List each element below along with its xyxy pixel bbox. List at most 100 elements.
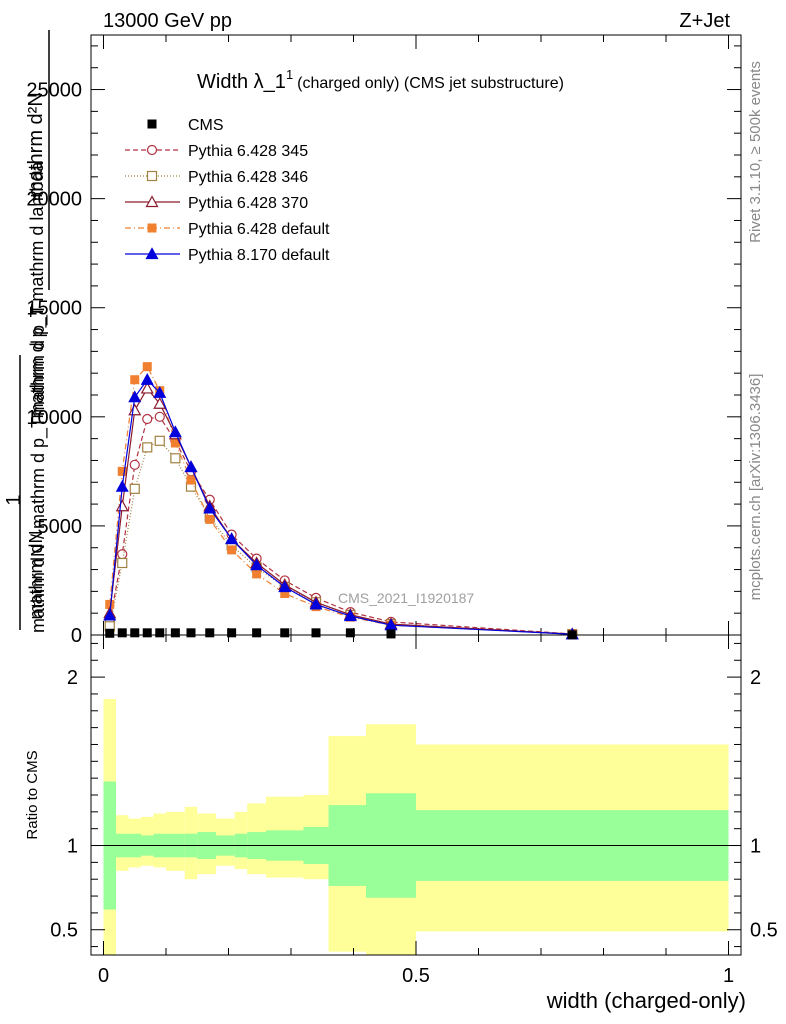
data-point: [117, 466, 127, 476]
x-tick-label: 0.5: [402, 965, 430, 987]
data-point: [115, 479, 129, 492]
ylabel-frac-den: mathrm d p_T mathrm d lambda: [27, 161, 48, 419]
data-point: [168, 425, 182, 438]
data-point: [280, 589, 290, 599]
data-point: [140, 372, 154, 385]
data-point: [128, 390, 142, 403]
series-0: [105, 628, 577, 640]
legend-entry: Pythia 6.428 default: [125, 221, 330, 238]
y-tick-label: 0: [71, 625, 82, 647]
data-point: [309, 597, 323, 610]
data-point: [117, 557, 128, 569]
data-point: [311, 628, 321, 638]
ratio-axis-ticks: 0.5 0.5 1 1 2 2: [50, 635, 778, 955]
main-panel: 0 5000 10000 15000 20000 25000: [26, 34, 742, 647]
analysis-watermark: CMS_2021_I1920187: [338, 590, 474, 606]
legend-entry: Pythia 6.428 346: [125, 169, 308, 186]
legend-marker: [146, 144, 158, 156]
data-point: [280, 628, 290, 638]
legend-entry: Pythia 6.428 345: [125, 143, 308, 160]
ratio-tick-label: 0.5: [50, 920, 78, 942]
y-tick-label: 15000: [26, 298, 82, 320]
data-point: [184, 460, 198, 473]
data-point: [128, 403, 142, 416]
legend-label: Pythia 8.170 default: [188, 247, 330, 264]
data-point: [105, 599, 115, 609]
data-point: [205, 514, 215, 524]
data-point: [117, 549, 128, 560]
data-point: [117, 628, 127, 638]
legend-entry: Pythia 6.428 370: [125, 195, 308, 212]
chart-title-sub: (charged only) (CMS jet substructure): [297, 75, 564, 92]
x-tick-labels: 0 0.5 1: [98, 965, 734, 987]
data-point: [154, 411, 165, 422]
ylabel-frac-num: mathrm d²N: [25, 92, 47, 198]
ratio-y-axis-label: Ratio to CMS: [24, 750, 41, 839]
data-point: [153, 396, 167, 409]
data-point: [142, 628, 152, 638]
data-point: [227, 628, 237, 638]
data-point: [278, 580, 292, 593]
ratio-tick-label-right: 1: [750, 836, 761, 858]
chart-title: Width λ_11 (charged only) (CMS jet substr…: [197, 67, 564, 93]
ylabel-lower-num: mathrm dN: [26, 530, 46, 619]
data-point: [225, 532, 239, 545]
data-point: [386, 629, 396, 639]
data-point: [250, 558, 264, 571]
data-point: [130, 375, 140, 385]
data-point: [343, 609, 357, 622]
legend-marker: [145, 195, 159, 208]
data-point: [154, 435, 165, 446]
y-tick-label: 25000: [26, 80, 82, 102]
legend-label: Pythia 6.428 370: [188, 195, 308, 212]
x-tick-label: 1: [723, 965, 734, 987]
header-right-label: Z+Jet: [679, 10, 730, 32]
data-point: [170, 628, 180, 638]
legend-entry: Pythia 8.170 default: [125, 247, 330, 264]
legend-entry: CMS: [147, 117, 224, 134]
legend-label: CMS: [188, 117, 224, 134]
chart-title-sup: 1: [286, 67, 293, 82]
data-point: [115, 499, 129, 512]
ratio-panel-frame: [90, 634, 742, 956]
data-point: [140, 381, 154, 394]
main-y-axis-label: 1 mathrm d²N mathrm d p_T mathrm d lambd…: [3, 30, 50, 633]
legend-marker: [147, 119, 157, 129]
ylabel-prefix: mathrm dN / mathrm d p_T: [28, 417, 49, 633]
legend-label: Pythia 6.428 346: [188, 169, 308, 186]
main-series-group: [103, 362, 579, 640]
ratio-tick-label: 2: [67, 667, 78, 689]
data-point: [252, 569, 262, 579]
ratio-panel: 0.5 0.5 1 1 2 2 Ratio to CMS: [24, 634, 778, 956]
ylabel-top: 1: [3, 494, 25, 505]
data-point: [186, 475, 196, 485]
x-tick-label: 0: [98, 965, 109, 987]
data-point: [142, 362, 152, 372]
ylabel-lower-den: mathrm d p_T: [28, 304, 49, 416]
data-point: [205, 628, 215, 638]
x-axis-label: width (charged-only): [546, 988, 746, 1013]
rivet-version-label: Rivet 3.1.10, ≥ 500k events: [747, 61, 764, 243]
legend: CMS Pythia 6.428 345 Pythia 6.428 346 Pythi…: [125, 117, 330, 264]
data-point: [203, 501, 217, 514]
legend-marker: [146, 170, 158, 182]
ratio-tick-label-right: 2: [750, 667, 761, 689]
ratio-tick-label: 1: [67, 836, 78, 858]
data-point: [186, 628, 196, 638]
y-tick-label: 5000: [38, 516, 83, 538]
data-point: [105, 628, 115, 638]
chart-title-main: Width λ_1: [197, 71, 286, 93]
data-point: [142, 442, 153, 453]
series-line: [109, 365, 573, 635]
legend-marker: [145, 247, 159, 260]
data-point: [170, 453, 181, 464]
data-point: [170, 438, 180, 448]
data-point: [129, 483, 140, 494]
data-point: [227, 545, 237, 555]
ratio-tick-label-right: 0.5: [750, 920, 778, 942]
data-point: [155, 628, 165, 638]
data-point: [153, 386, 167, 398]
main-axis-ticks: 0 5000 10000 15000 20000 25000: [26, 35, 741, 647]
data-point: [252, 628, 262, 638]
